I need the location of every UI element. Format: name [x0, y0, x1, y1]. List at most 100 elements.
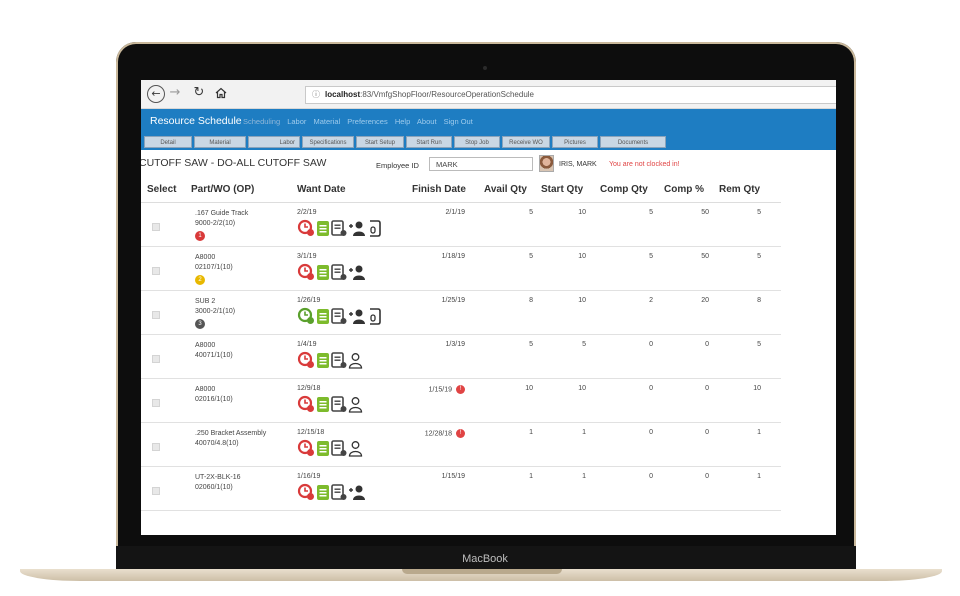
labor-ticket-icon[interactable] — [331, 263, 347, 281]
clock-icon[interactable] — [297, 395, 315, 413]
part-id[interactable]: .167 Guide Track — [195, 210, 249, 217]
comp-pct: 0 — [705, 385, 709, 392]
address-bar[interactable]: ⓘ localhost:83/VmfgShopFloor/ResourceOper… — [305, 86, 836, 104]
row-select-checkbox[interactable] — [152, 399, 160, 407]
spec-sheet-icon[interactable] — [316, 352, 330, 369]
row-select-checkbox[interactable] — [152, 223, 160, 231]
spec-sheet-icon[interactable] — [316, 396, 330, 413]
tab-documents[interactable]: Documents — [600, 136, 666, 148]
menu-item-preferences[interactable]: Preferences — [347, 117, 388, 126]
reload-button[interactable]: ↻ — [191, 85, 207, 101]
work-order-op: 02060/1(10) — [195, 484, 233, 491]
row-select-checkbox[interactable] — [152, 443, 160, 451]
menu-item-about[interactable]: About — [416, 117, 437, 126]
tab-pictures[interactable]: Pictures — [552, 136, 598, 148]
table-row[interactable]: .250 Bracket Assembly 40070/4.8(10) 12/15/… — [141, 423, 781, 467]
labor-ticket-icon[interactable] — [331, 307, 347, 325]
row-actions — [297, 219, 382, 239]
col-comp-pct[interactable]: Comp % — [664, 184, 704, 195]
tab-start-setup[interactable]: Start Setup — [356, 136, 404, 148]
tab-detail[interactable]: Detail — [144, 136, 192, 148]
employee-icon[interactable] — [348, 440, 363, 457]
row-select-checkbox[interactable] — [152, 311, 160, 319]
menu-item-sign-out[interactable]: Sign Out — [443, 117, 473, 126]
camera — [483, 66, 487, 70]
col-finish-date[interactable]: Finish Date — [412, 184, 466, 195]
col-rem-qty[interactable]: Rem Qty — [719, 184, 761, 195]
laptop-base-notch — [402, 569, 562, 574]
clock-icon[interactable] — [297, 307, 315, 325]
clock-icon[interactable] — [297, 219, 315, 237]
employee-icon[interactable] — [348, 220, 366, 237]
menu-item-help[interactable]: Help — [394, 117, 411, 126]
table-row[interactable]: A8000 02107/1(10) 2 3/1/19 1/18/19 5 10 5 50 5 — [141, 247, 781, 291]
part-cell: UT-2X-BLK-16 02060/1(10) — [195, 473, 241, 493]
labor-ticket-icon[interactable] — [331, 439, 347, 457]
spec-sheet-icon[interactable] — [316, 308, 330, 325]
row-select-checkbox[interactable] — [152, 267, 160, 275]
tab-receive-wo[interactable]: Receive WO — [502, 136, 550, 148]
col-want-date[interactable]: Want Date — [297, 184, 346, 195]
back-button[interactable]: ← — [147, 85, 165, 103]
spec-sheet-icon[interactable] — [316, 484, 330, 501]
table-row[interactable]: SUB 2 3000-2/1(10) 3 1/26/19 1/25/19 8 10 2 20 8 — [141, 291, 781, 335]
want-date: 1/4/19 — [297, 341, 317, 348]
tab-material[interactable]: Material — [194, 136, 246, 148]
comp-qty: 5 — [649, 253, 653, 260]
table-row[interactable]: UT-2X-BLK-16 02060/1(10) 1/16/19 1/15/19 1 1 0… — [141, 467, 781, 511]
employee-icon[interactable] — [348, 352, 363, 369]
home-button[interactable] — [213, 85, 229, 101]
part-id[interactable]: A8000 — [195, 386, 216, 393]
employee-id-input[interactable]: MARK — [429, 157, 533, 171]
row-select-checkbox[interactable] — [152, 487, 160, 495]
comp-qty: 5 — [649, 209, 653, 216]
col-part[interactable]: Part/WO (OP) — [191, 184, 255, 195]
menu-item-material[interactable]: Material — [313, 117, 341, 126]
labor-ticket-icon[interactable] — [331, 395, 347, 413]
forward-button[interactable]: → — [167, 85, 183, 101]
employee-icon[interactable] — [348, 264, 366, 281]
tab-specifications[interactable]: Specifications — [302, 136, 354, 148]
home-icon — [215, 87, 227, 99]
menu-item-labor[interactable]: Labor — [287, 117, 307, 126]
part-id[interactable]: UT-2X-BLK-16 — [195, 474, 241, 481]
tab-start-run[interactable]: Start Run — [406, 136, 452, 148]
row-select-checkbox[interactable] — [152, 355, 160, 363]
avail-qty: 1 — [529, 473, 533, 480]
spec-sheet-icon[interactable] — [316, 264, 330, 281]
table-row[interactable]: A8000 40071/1(10) 1/4/19 1/3/19 5 5 0 0 5 — [141, 335, 781, 379]
spec-sheet-icon[interactable] — [316, 440, 330, 457]
employee-icon[interactable] — [348, 308, 366, 325]
rem-qty: 8 — [757, 297, 761, 304]
tab-labor[interactable]: Labor — [248, 136, 300, 148]
employee-icon[interactable] — [348, 396, 363, 413]
tab-stop-job[interactable]: Stop Job — [454, 136, 500, 148]
col-avail-qty[interactable]: Avail Qty — [484, 184, 527, 195]
finish-date-value: 12/28/18 — [424, 430, 452, 438]
labor-ticket-icon[interactable] — [331, 219, 347, 237]
employee-icon[interactable] — [348, 484, 366, 501]
clock-icon[interactable] — [297, 439, 315, 457]
table-row[interactable]: A8000 02016/1(10) 12/9/18 1/15/19! 10 10 0 0 10 — [141, 379, 781, 423]
document-icon[interactable] — [367, 307, 381, 325]
clock-icon[interactable] — [297, 351, 315, 369]
part-id[interactable]: .250 Bracket Assembly — [195, 430, 267, 437]
col-comp-qty[interactable]: Comp Qty — [600, 184, 648, 195]
labor-ticket-icon[interactable] — [331, 483, 347, 501]
work-order-op: 02107/1(10) — [195, 264, 233, 271]
spec-sheet-icon[interactable] — [316, 220, 330, 237]
table-row[interactable]: .167 Guide Track 9000-2/2(10) 1 2/2/19 2/1/1… — [141, 203, 781, 247]
menu-item-scheduling[interactable]: Scheduling — [243, 117, 281, 126]
document-icon[interactable] — [367, 219, 381, 237]
part-id[interactable]: SUB 2 — [195, 298, 216, 305]
col-start-qty[interactable]: Start Qty — [541, 184, 584, 195]
clock-icon[interactable] — [297, 263, 315, 281]
part-id[interactable]: A8000 — [195, 254, 216, 261]
want-date: 1/26/19 — [297, 297, 321, 304]
app-title[interactable]: Resource Schedule — [150, 115, 242, 127]
finish-date-value: 2/1/19 — [445, 209, 465, 216]
clock-icon[interactable] — [297, 483, 315, 501]
part-id[interactable]: A8000 — [195, 342, 216, 349]
want-date: 2/2/19 — [297, 209, 317, 216]
labor-ticket-icon[interactable] — [331, 351, 347, 369]
